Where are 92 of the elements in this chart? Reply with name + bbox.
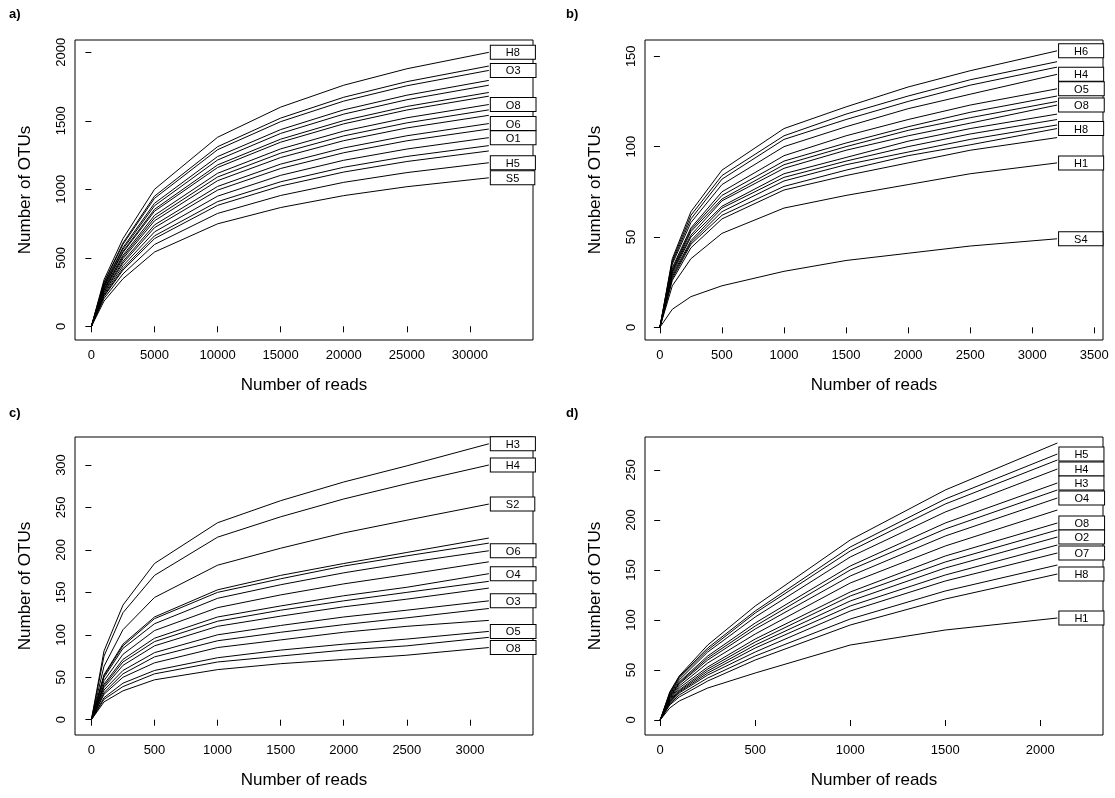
legend-label: O4 [505,567,521,580]
x-tick-label: 15000 [262,347,299,362]
y-axis-title: Number of OTUs [585,521,604,651]
chart-title: c) [9,405,21,420]
series-label: O8 [505,98,521,111]
y-tick-label: 1000 [53,174,68,204]
y-tick-label: 2000 [53,37,68,67]
y-tick-label: 0 [53,322,68,330]
x-tick-label: 20000 [325,347,362,362]
legend-label: S5 [505,171,520,184]
legend-label: O8 [505,641,521,654]
x-tick-label: 0 [87,742,96,757]
y-tick-label: 100 [53,623,68,646]
x-tick-label: 1000 [769,347,799,362]
x-tick-label: 0 [87,347,96,362]
x-tick-label: 3000 [455,742,485,757]
series-label: H6 [1074,44,1089,57]
x-tick-label: 1500 [930,742,960,757]
legend-label: H8 [1074,568,1089,580]
x-tick-label: 2500 [392,742,422,757]
legend-label: O5 [1074,82,1089,95]
legend-label: H3 [1074,477,1089,489]
legend-label: O4 [1074,492,1090,504]
chart-title: b) [566,6,579,21]
y-tick-label: 150 [623,45,638,68]
x-tick-label: 1500 [266,742,296,757]
legend-label: O1 [505,131,521,144]
x-tick-label: 0 [656,347,664,362]
x-tick-label: 2000 [1025,742,1055,757]
legend-label: O2 [1074,531,1090,543]
legend-label: O6 [505,117,521,130]
legend-label: H4 [1074,68,1089,81]
x-tick-label: 5000 [140,347,169,362]
legend-label: O8 [1074,99,1089,112]
y-tick-label: 50 [623,229,638,245]
y-tick-label: 50 [623,662,638,678]
y-tick-label: 250 [53,496,68,519]
y-tick-label: 200 [53,539,68,561]
series-label: S2 [505,498,520,511]
y-tick-label: 0 [623,323,638,331]
y-tick-label: 100 [623,135,638,158]
x-tick-label: 25000 [388,347,425,362]
x-tick-label: 0 [656,742,664,757]
legend-label: H4 [505,459,520,472]
x-tick-label: 3000 [1017,347,1047,362]
x-tick-label: 10000 [199,347,236,362]
x-tick-label: 2500 [955,347,985,362]
legend-label: H8 [1074,122,1089,135]
series-label: S4 [1074,232,1088,245]
series-label: H1 [1074,156,1089,169]
x-tick-label: 30000 [451,347,488,362]
legend-label: O3 [505,64,521,77]
chart-title: d) [566,405,579,420]
y-tick-label: 150 [623,559,638,581]
x-tick-label: 1500 [831,347,861,362]
y-tick-label: 50 [53,670,68,685]
legend-label: O8 [1074,517,1090,529]
x-tick-label: 2000 [329,742,359,757]
x-axis-title: Number of reads [240,375,368,394]
series-label: H1 [1074,612,1089,624]
chart-title: a) [9,6,21,21]
y-tick-label: 250 [623,459,638,481]
y-tick-label: 100 [623,609,638,631]
x-tick-label: 500 [711,347,733,362]
y-axis-title: Number of OTUs [15,521,34,651]
y-tick-label: 500 [53,246,68,269]
legend-label: O7 [1074,547,1090,559]
y-axis-title: Number of OTUs [585,125,604,255]
x-tick-label: 500 [143,742,166,757]
x-tick-label: 3500 [1079,347,1109,362]
y-tick-label: 0 [53,716,68,724]
legend-label: H5 [505,156,520,169]
x-tick-label: 1000 [835,742,865,757]
x-tick-label: 1000 [203,742,233,757]
series-label: H8 [505,46,520,59]
y-tick-label: 1500 [53,106,68,136]
x-tick-label: 2000 [893,347,923,362]
series-label: H5 [1074,448,1089,460]
y-tick-label: 150 [53,581,68,604]
x-axis-title: Number of reads [810,375,938,394]
legend-label: H4 [1074,463,1089,475]
series-label: O5 [505,625,521,638]
x-tick-label: 500 [744,742,767,757]
y-axis-title: Number of OTUs [15,125,34,255]
x-axis-title: Number of reads [810,770,938,789]
y-tick-label: 300 [53,454,68,476]
y-tick-label: 200 [623,509,638,531]
series-label: H3 [505,437,520,450]
x-axis-title: Number of reads [240,770,368,789]
series-label: O6 [505,544,521,557]
y-tick-label: 0 [623,716,638,724]
series-label: O3 [505,594,521,607]
